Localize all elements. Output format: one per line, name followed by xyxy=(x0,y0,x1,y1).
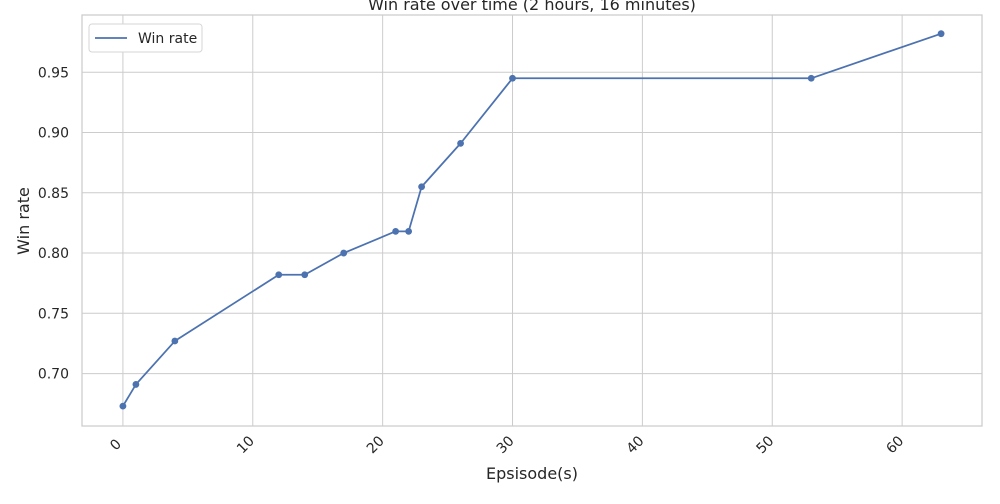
x-tick-label: 10 xyxy=(234,433,258,457)
x-tick-label: 60 xyxy=(883,433,907,457)
legend-box xyxy=(88,23,203,53)
x-tick-label: 50 xyxy=(753,433,777,457)
legend-label-win-rate: Win rate xyxy=(138,31,197,47)
chart-title: Win rate over time (2 hours, 16 minutes) xyxy=(368,0,696,14)
series-layer xyxy=(119,30,945,410)
y-tick-label: 0.90 xyxy=(38,126,69,142)
data-point xyxy=(301,271,309,279)
data-point xyxy=(340,249,348,257)
y-axis-label: Win rate xyxy=(14,187,33,255)
x-tick-label: 30 xyxy=(494,433,518,457)
y-axis-ticks: 0.70 0.75 0.80 0.85 0.90 0.95 xyxy=(38,65,69,382)
y-tick-label: 0.85 xyxy=(38,186,69,202)
legend: Win rate xyxy=(88,23,203,53)
data-point xyxy=(509,74,516,82)
data-point xyxy=(392,227,400,235)
x-tick-label: 20 xyxy=(364,433,388,457)
data-point xyxy=(275,271,283,279)
y-tick-label: 0.75 xyxy=(38,306,69,322)
y-tick-label: 0.80 xyxy=(38,246,69,262)
data-point xyxy=(937,30,945,38)
data-point xyxy=(457,139,464,147)
x-tick-label: 40 xyxy=(624,433,648,457)
data-point xyxy=(119,402,127,410)
data-point xyxy=(807,74,815,82)
data-point xyxy=(132,381,140,388)
data-point xyxy=(418,183,426,191)
grid xyxy=(82,15,982,426)
x-axis-ticks: 0 10 20 30 40 50 60 xyxy=(107,433,907,457)
x-axis-label: Epsisode(s) xyxy=(486,464,578,483)
data-point xyxy=(171,337,179,345)
x-tick-label: 0 xyxy=(107,436,125,454)
plot-area-frame xyxy=(81,14,983,427)
y-tick-label: 0.70 xyxy=(38,367,69,383)
y-tick-label: 0.95 xyxy=(38,65,69,81)
series-line-win-rate xyxy=(122,32,942,407)
data-point xyxy=(405,227,413,235)
